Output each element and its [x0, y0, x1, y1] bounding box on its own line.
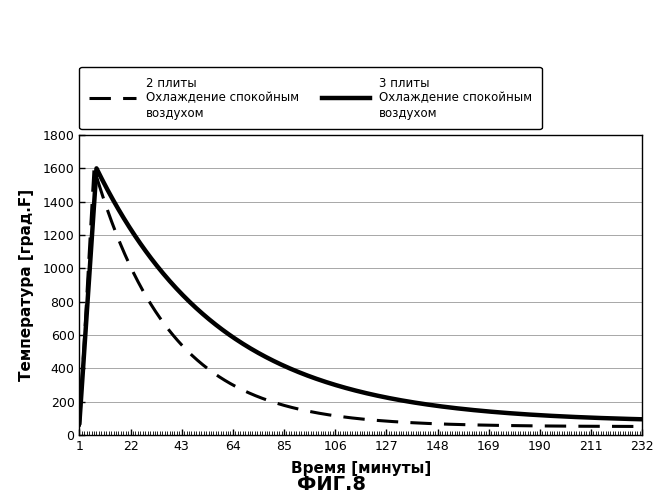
Y-axis label: Температура [град.F]: Температура [град.F] — [19, 189, 34, 381]
Legend: 2 плиты
Охлаждение спокойным
воздухом, 3 плиты
Охлаждение спокойным
воздухом: 2 плиты Охлаждение спокойным воздухом, 3… — [79, 67, 542, 129]
Text: ФИГ.8: ФИГ.8 — [297, 475, 365, 494]
X-axis label: Время [минуты]: Время [минуты] — [291, 461, 431, 476]
